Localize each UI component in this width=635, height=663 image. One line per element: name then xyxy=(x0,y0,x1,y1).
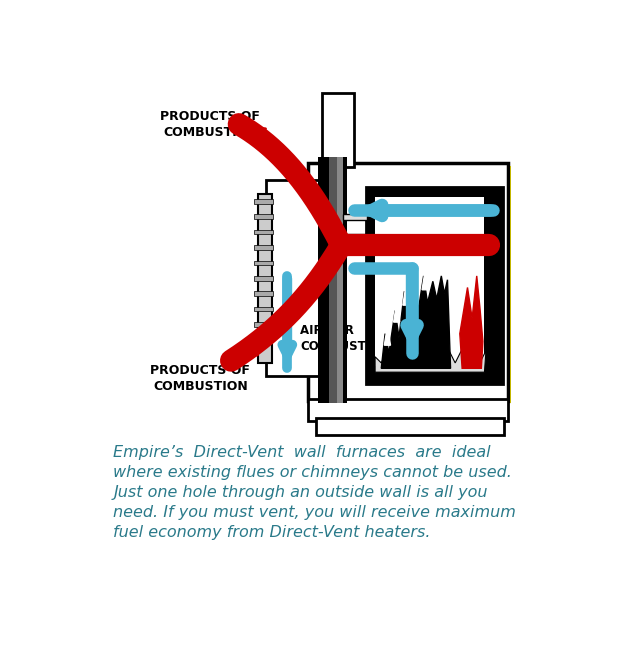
Text: AIR FOR
COMBUSTION: AIR FOR COMBUSTION xyxy=(300,324,391,353)
Bar xyxy=(254,199,274,204)
Bar xyxy=(254,261,274,265)
Bar xyxy=(337,156,343,403)
Bar xyxy=(254,245,274,250)
Bar xyxy=(266,180,319,376)
Text: PRODUCTS OF
COMBUSTION: PRODUCTS OF COMBUSTION xyxy=(161,110,260,139)
Bar xyxy=(254,307,274,312)
Bar xyxy=(322,93,354,166)
Polygon shape xyxy=(460,276,483,369)
Text: Empire’s  Direct-Vent  wall  furnaces  are  ideal: Empire’s Direct-Vent wall furnaces are i… xyxy=(113,446,491,460)
Bar xyxy=(318,156,329,403)
Polygon shape xyxy=(413,274,419,293)
Bar xyxy=(343,156,347,403)
Bar xyxy=(343,214,368,221)
Text: Just one hole through an outside wall is all you: Just one hole through an outside wall is… xyxy=(113,485,488,501)
Bar xyxy=(343,233,368,240)
Polygon shape xyxy=(403,286,409,305)
Bar xyxy=(308,399,508,420)
Polygon shape xyxy=(394,303,400,322)
Bar xyxy=(258,194,272,363)
Text: fuel economy from Direct-Vent heaters.: fuel economy from Direct-Vent heaters. xyxy=(113,525,431,540)
Bar xyxy=(254,291,274,296)
Polygon shape xyxy=(422,271,428,290)
Polygon shape xyxy=(381,276,451,369)
Bar xyxy=(322,93,354,166)
Bar xyxy=(254,322,274,327)
Bar xyxy=(254,214,274,219)
Bar xyxy=(375,197,485,366)
Text: need. If you must vent, you will receive maximum: need. If you must vent, you will receive… xyxy=(113,505,516,520)
Polygon shape xyxy=(384,326,391,345)
Bar xyxy=(366,188,503,384)
Bar xyxy=(366,166,511,403)
Bar xyxy=(254,229,274,234)
Polygon shape xyxy=(375,351,486,372)
Text: where existing flues or chimneys cannot be used.: where existing flues or chimneys cannot … xyxy=(113,465,512,480)
Bar xyxy=(316,418,504,436)
Bar xyxy=(254,276,274,280)
Bar xyxy=(329,156,337,403)
Bar xyxy=(254,337,274,342)
Text: PRODUCTS OF
COMBUSTION: PRODUCTS OF COMBUSTION xyxy=(150,365,250,393)
Bar xyxy=(308,162,508,401)
